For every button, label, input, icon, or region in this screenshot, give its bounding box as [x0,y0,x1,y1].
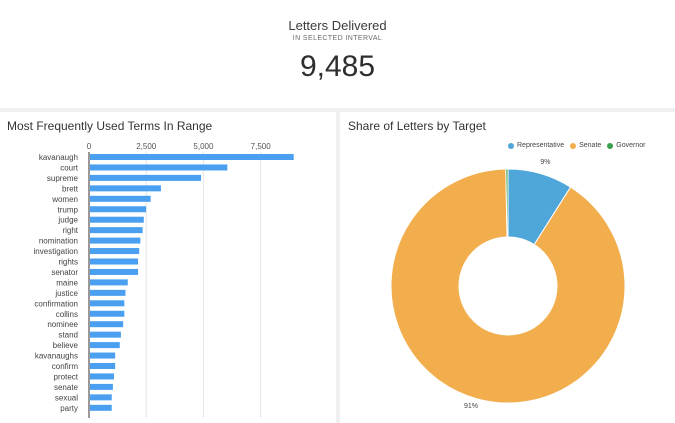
x-tick-label: 0 [87,142,92,151]
bar[interactable] [90,300,125,307]
category-label: sexual [55,393,78,402]
target-donut-chart: 9% 91% [390,159,626,410]
legend-label: Representative [517,142,565,149]
legend-dot-icon [508,142,514,149]
bar[interactable] [90,363,116,369]
bar[interactable] [90,321,124,328]
bar[interactable] [90,216,144,223]
category-label: confirmation [34,299,78,308]
bar[interactable] [90,394,112,401]
category-label: kavanaugh [39,153,78,162]
category-label: confirm [52,362,79,371]
bar[interactable] [90,373,115,380]
bar[interactable] [90,237,141,244]
x-tick-label: 5,000 [193,142,214,151]
legend-label: Senate [579,142,602,149]
terms-panel-title: Most Frequently Used Terms In Range [7,119,213,133]
bar[interactable] [90,195,151,202]
donut-slice[interactable] [505,168,509,238]
bar[interactable] [90,185,161,192]
slice-label: 91% [464,403,478,410]
panel-divider-vertical [336,112,340,423]
bar[interactable] [90,268,139,275]
bar[interactable] [90,164,228,171]
panel-divider [0,108,675,112]
bar[interactable] [90,404,112,411]
legend-label: Governor [616,142,646,149]
target-panel-title: Share of Letters by Target [348,119,486,133]
category-label: kavanaughs [35,352,78,361]
bar[interactable] [90,206,147,213]
legend-dot-icon [570,142,577,149]
kpi-value: 9,485 [299,50,376,83]
category-label: judge [57,216,78,225]
bar[interactable] [90,279,128,286]
category-label: maine [56,278,78,287]
category-label: supreme [47,174,79,183]
category-label: nominee [47,320,78,329]
category-label: senator [51,268,78,277]
kpi-panel: Letters Delivered IN SELECTED INTERVAL 9… [0,0,675,108]
x-tick-label: 2,500 [136,142,157,151]
category-label: right [62,226,78,235]
kpi-title: Letters Delivered [288,18,387,33]
category-label: brett [62,184,79,193]
bar[interactable] [90,227,143,234]
category-label: stand [58,331,78,340]
target-legend: Representative Senate Governor [508,142,645,149]
bar[interactable] [90,342,120,349]
category-label: trump [58,205,79,214]
category-label: believe [53,341,79,350]
bar[interactable] [90,383,113,390]
legend-item-senate[interactable]: Senate [570,142,601,149]
category-label: women [51,195,78,204]
legend-dot-icon [607,142,614,149]
bar[interactable] [90,352,116,359]
bar[interactable] [90,310,125,317]
category-label: party [60,404,78,413]
category-label: rights [58,258,78,267]
category-label: senate [54,383,79,392]
bar[interactable] [90,289,126,296]
bar[interactable] [90,258,139,265]
slice-label: 9% [540,159,550,166]
bar[interactable] [90,154,294,160]
category-label: protect [54,372,79,381]
donut-slice[interactable] [390,168,626,404]
legend-item-governor[interactable]: Governor [607,142,645,149]
legend-item-representative[interactable]: Representative [508,142,564,149]
category-label: nomination [39,237,78,246]
category-label: collins [56,310,78,319]
x-tick-label: 7,500 [251,142,272,151]
kpi-subtitle: IN SELECTED INTERVAL [292,35,383,42]
category-label: investigation [34,247,78,256]
bar[interactable] [90,248,140,255]
category-label: court [60,163,79,172]
bar[interactable] [90,331,121,338]
bar[interactable] [90,174,202,181]
category-label: justice [54,289,78,298]
